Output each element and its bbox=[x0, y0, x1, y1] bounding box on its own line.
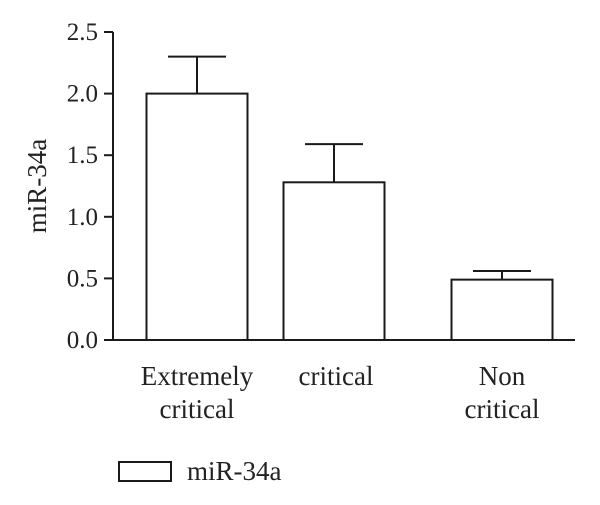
bar bbox=[145, 92, 249, 341]
x-category-label: critical bbox=[160, 394, 235, 424]
y-ticks: 0.0 0.5 1.0 1.5 2.0 2.5 bbox=[67, 19, 113, 354]
y-tick-label: 0.0 bbox=[67, 327, 98, 354]
legend: miR-34a bbox=[118, 456, 282, 486]
bar bbox=[450, 278, 554, 341]
y-tick-label: 2.5 bbox=[67, 19, 98, 46]
y-axis-title: miR-34a bbox=[22, 139, 52, 234]
y-tick-label: 1.5 bbox=[67, 142, 98, 169]
axes bbox=[112, 32, 575, 341]
x-category-label: critical bbox=[299, 361, 374, 391]
plot-area bbox=[145, 55, 554, 341]
legend-label-miR-34a: miR-34a bbox=[187, 456, 282, 486]
y-tick-label: 0.5 bbox=[67, 265, 98, 292]
x-category-label: critical bbox=[465, 394, 540, 424]
y-tick-label: 1.0 bbox=[67, 204, 98, 231]
legend-swatch bbox=[118, 461, 172, 482]
bar bbox=[282, 181, 386, 341]
x-category-label: Extremely bbox=[141, 361, 254, 391]
x-category-label: Non bbox=[479, 361, 526, 391]
y-tick-label: 2.0 bbox=[67, 81, 98, 108]
